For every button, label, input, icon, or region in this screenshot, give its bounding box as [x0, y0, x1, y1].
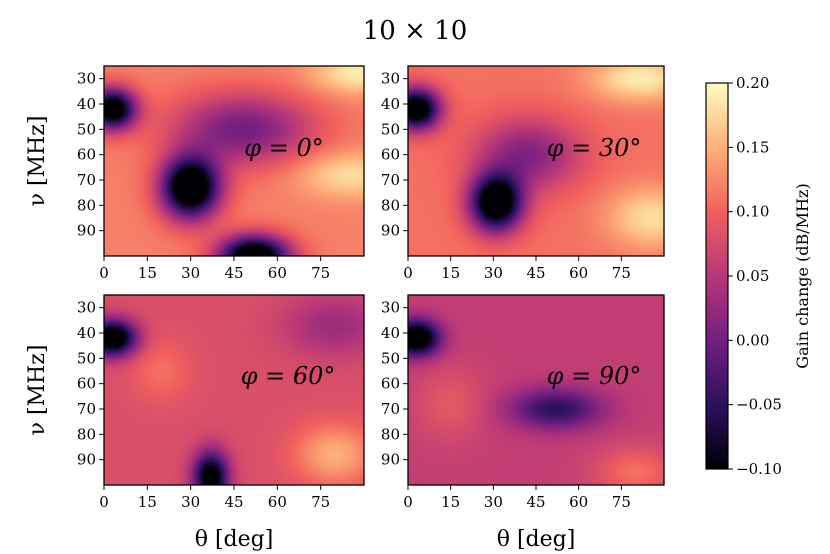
y-tick-label: 90 [381, 451, 400, 469]
panel-label: φ = 30° [547, 134, 642, 162]
x-tick-label: 0 [99, 493, 109, 511]
x-tick-label: 0 [403, 493, 413, 511]
y-tick-label: 40 [381, 95, 400, 113]
x-tick-label: 60 [268, 264, 287, 282]
y-tick-label: 80 [381, 425, 400, 443]
y-tick-label: 30 [77, 70, 96, 88]
x-tick-label: 15 [138, 493, 157, 511]
colorbar-tick-label: 0.00 [736, 331, 769, 349]
colorbar-tick-label: −0.10 [736, 460, 782, 478]
x-tick-label: 60 [569, 264, 588, 282]
y-tick-label: 70 [381, 400, 400, 418]
colorbar-gradient [705, 82, 729, 470]
y-tick-label: 70 [77, 171, 96, 189]
y-tick-label: 50 [381, 120, 400, 138]
panel-label: φ = 60° [241, 362, 336, 390]
y-tick-label: 50 [77, 349, 96, 367]
y-tick-label: 40 [77, 324, 96, 342]
colorbar-tick-label: 0.15 [736, 138, 769, 156]
y-tick-label: 40 [381, 324, 400, 342]
x-tick-label: 15 [138, 264, 157, 282]
panel-label: φ = 0° [244, 134, 323, 162]
colorbar: 0.20 0.15 0.10 0.05 0.00 −0.05 −0.10 Gain chang… [705, 74, 812, 478]
colorbar-label: Gain change (dB/MHz) [793, 183, 812, 368]
y-axis-label: ν [MHz] [25, 116, 50, 207]
panel-label: φ = 90° [547, 362, 642, 390]
x-tick-label: 75 [612, 493, 631, 511]
x-tick-label: 60 [268, 493, 287, 511]
y-axis-label: ν [MHz] [25, 345, 50, 436]
y-tick-label: 60 [381, 375, 400, 393]
colorbar-tick-label: 0.20 [736, 74, 769, 92]
x-tick-label: 75 [311, 493, 330, 511]
y-tick-label: 50 [77, 120, 96, 138]
panel-1: 0 15 30 45 60 75 30 40 50 60 70 80 90 φ = 0° ν [MHz] [25, 65, 365, 282]
x-axis-label: θ [deg] [195, 527, 274, 552]
panel-4: 0 15 30 45 60 75 30 40 50 60 70 80 90 φ = 90° θ [deg] [381, 294, 665, 552]
y-tick-label: 80 [77, 425, 96, 443]
x-tick-label: 30 [181, 264, 200, 282]
x-tick-label: 75 [311, 264, 330, 282]
x-tick-label: 30 [181, 493, 200, 511]
colorbar-tick-label: −0.05 [736, 396, 782, 414]
y-tick-label: 30 [77, 299, 96, 317]
x-axis-label: θ [deg] [497, 527, 576, 552]
x-tick-label: 45 [224, 264, 243, 282]
heatmap-image [408, 295, 664, 485]
y-tick-label: 50 [381, 349, 400, 367]
panel-3: 0 15 30 45 60 75 30 40 50 60 70 80 90 φ = 60° ν [MHz] θ… [25, 294, 365, 552]
x-tick-label: 0 [403, 264, 413, 282]
y-tick-label: 80 [77, 196, 96, 214]
x-tick-label: 30 [484, 493, 503, 511]
x-tick-label: 15 [441, 264, 460, 282]
x-tick-label: 60 [569, 493, 588, 511]
y-tick-label: 90 [77, 222, 96, 240]
heatmap-panels: 0 15 30 45 60 75 30 40 50 60 70 80 90 φ = 0° ν [MHz] 0 1… [25, 65, 665, 552]
y-tick-label: 70 [381, 171, 400, 189]
panel-2: 0 15 30 45 60 75 30 40 50 60 70 80 90 φ = 30° [381, 65, 665, 282]
y-tick-label: 60 [77, 375, 96, 393]
y-tick-label: 90 [381, 222, 400, 240]
y-tick-label: 30 [381, 299, 400, 317]
x-tick-label: 45 [224, 493, 243, 511]
x-tick-label: 0 [99, 264, 109, 282]
y-tick-label: 90 [77, 451, 96, 469]
colorbar-tick-label: 0.10 [736, 203, 769, 221]
colorbar-tick-label: 0.05 [736, 267, 769, 285]
heatmap-image [408, 66, 664, 256]
x-tick-label: 45 [526, 493, 545, 511]
x-tick-label: 45 [526, 264, 545, 282]
y-tick-label: 80 [381, 196, 400, 214]
y-tick-label: 70 [77, 400, 96, 418]
y-tick-label: 60 [381, 146, 400, 164]
heatmap-image [104, 66, 364, 256]
x-tick-label: 30 [484, 264, 503, 282]
figure-title: 10 × 10 [363, 16, 467, 46]
x-tick-label: 15 [441, 493, 460, 511]
heatmap-image [104, 295, 364, 485]
y-tick-label: 30 [381, 70, 400, 88]
x-tick-label: 75 [612, 264, 631, 282]
y-tick-label: 60 [77, 146, 96, 164]
y-tick-label: 40 [77, 95, 96, 113]
